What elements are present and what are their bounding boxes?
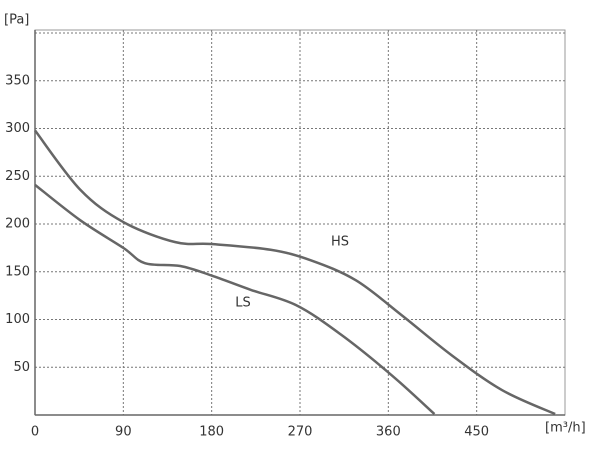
x-tick-label: 0	[31, 425, 39, 440]
y-tick-label: 150	[5, 264, 30, 279]
y-tick-label: 100	[5, 312, 30, 327]
x-tick-label: 450	[464, 425, 489, 440]
series-line	[34, 129, 556, 416]
series-label: LS	[235, 296, 251, 311]
x-tick-label: 270	[288, 425, 313, 440]
y-tick-label: 250	[5, 169, 30, 184]
x-tick-label: 360	[376, 425, 401, 440]
x-tick-label: 90	[115, 425, 132, 440]
series-line	[34, 183, 436, 415]
y-tick-label: 50	[13, 360, 30, 375]
y-tick-label: 200	[5, 217, 30, 232]
x-tick-label: 180	[199, 425, 224, 440]
y-axis-label: [Pa]	[4, 13, 29, 28]
x-axis-label: [m³/h]	[545, 421, 586, 436]
y-tick-label: 300	[5, 121, 30, 136]
y-tick-label: 350	[5, 73, 30, 88]
series-label: HS	[331, 235, 349, 250]
